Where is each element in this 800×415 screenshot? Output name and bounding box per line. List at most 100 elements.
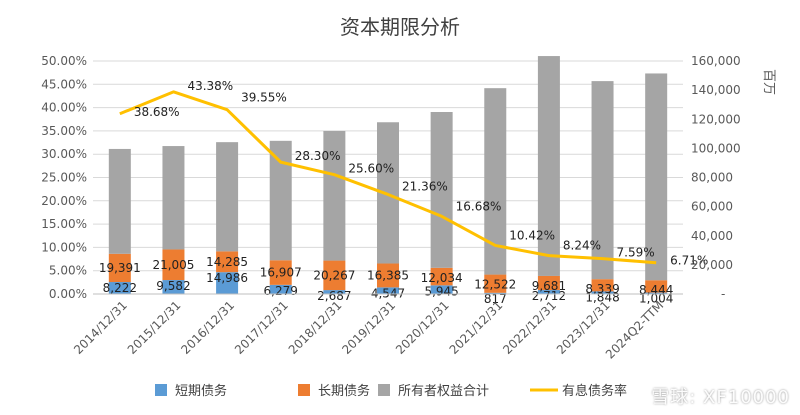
bar-short-term-debt [645,292,668,294]
bar-long-term-debt [591,279,614,292]
line-series [119,90,657,265]
long-term-debt-label: 19,391 [99,261,141,275]
long-term-debt-label: 9,681 [532,279,566,293]
y-right-tick-label: 80,000 [691,171,733,185]
bar-short-term-debt [430,285,453,294]
x-tick-label: 2021/12/31 [447,298,506,357]
y-right-tick-label: 20,000 [691,258,733,272]
short-term-debt-label: 817 [484,292,507,306]
x-tick-label: 2015/12/31 [125,298,184,357]
bar-short-term-debt [216,272,239,294]
x-tick-label: 2016/12/31 [178,298,237,357]
bar-total-equity [484,88,507,275]
bar-long-term-debt [377,263,399,288]
debt-ratio-label: 28.30% [295,149,341,163]
x-tick-label: 2014/12/31 [71,298,130,357]
bar-long-term-debt [269,260,292,285]
y-left-tick-label: 25.00% [41,171,87,185]
x-tick-label: 2022/12/31 [500,298,559,357]
bar-total-equity [645,73,668,281]
debt-ratio-line [119,90,657,265]
y-left-tick-label: 0.00% [49,287,87,301]
debt-ratio-label: 16.68% [456,199,502,213]
bar-total-equity [216,142,239,252]
bar-short-term-debt [162,280,185,294]
y-right-tick-label: 100,000 [691,141,741,155]
y-right-tick-label: - [721,287,725,301]
bar-short-term-debt [377,287,399,294]
long-term-debt-label: 8,339 [585,282,619,296]
legend-swatch [155,384,167,396]
y-left-tick-label: 15.00% [41,217,87,231]
bar-total-equity [108,148,131,254]
bar-long-term-debt [430,267,453,286]
bar-long-term-debt [537,275,560,291]
debt-ratio-label: 39.55% [241,91,287,105]
long-term-debt-label: 14,285 [206,255,248,269]
x-tick-label: 2024Q2-TTM [603,298,666,361]
y-right-tick-label: 140,000 [691,83,741,97]
legend-swatch [378,384,390,396]
legend-label: 长期债务 [318,383,370,399]
bar-total-equity [430,111,453,268]
debt-ratio-label: 43.38% [187,79,233,93]
long-term-debt-label: 21,005 [152,258,194,272]
x-tick-label: 2023/12/31 [554,298,613,357]
short-term-debt-label: 2,687 [317,289,351,303]
legend-label: 所有者权益合计 [398,383,489,399]
short-term-debt-label: 5,945 [424,284,458,298]
short-term-debt-label: 2,712 [532,289,566,303]
bar-long-term-debt [108,253,131,283]
long-term-debt-label: 12,522 [474,278,516,292]
bar-total-equity [537,56,560,276]
y-left-tick-label: 40.00% [41,101,87,115]
long-term-debt-label: 16,907 [260,266,302,280]
bar-long-term-debt [645,280,668,293]
long-term-debt-label: 16,385 [367,268,409,282]
bar-short-term-debt [484,292,507,294]
bars [108,56,668,294]
right-axis-unit: 百万 [761,69,776,95]
legend-swatch [298,384,310,396]
chart-title: 资本期限分析 [340,15,460,39]
y-left-tick-label: 45.00% [41,77,87,91]
y-right-tick-label: 120,000 [691,112,741,126]
data-labels: 8,222 19,391 9,582 21,005 14,986 14,285 6,279 1… [99,79,708,306]
debt-ratio-label: 8.24% [563,239,601,253]
long-term-debt-label: 20,267 [313,268,355,282]
bar-short-term-debt [591,291,614,294]
bar-short-term-debt [108,282,131,294]
short-term-debt-label: 14,986 [206,271,248,285]
bar-long-term-debt [484,274,507,293]
y-left-tick-label: 35.00% [41,124,87,138]
legend: 短期债务 长期债务 所有者权益合计 有息债务率 [155,383,627,399]
bar-long-term-debt [323,260,346,291]
y-right-tick-label: 60,000 [691,200,733,214]
bar-long-term-debt [216,251,239,273]
legend-label: 短期债务 [175,383,227,399]
legend-label: 有息债务率 [562,383,627,399]
x-tick-label: 2019/12/31 [339,298,398,357]
bar-total-equity [162,146,185,250]
short-term-debt-label: 9,582 [156,279,190,293]
debt-ratio-label: 6.71% [670,254,708,268]
short-term-debt-label: 6,279 [264,284,298,298]
bar-total-equity [591,81,614,280]
x-tick-label: 2018/12/31 [286,298,345,357]
y-left-tick-label: 5.00% [49,264,87,278]
debt-ratio-label: 25.60% [348,162,394,176]
short-term-debt-label: 1,004 [639,292,673,306]
short-term-debt-label: 8,222 [103,281,137,295]
x-tick-label: 2017/12/31 [232,298,291,357]
bar-short-term-debt [323,290,346,294]
short-term-debt-label: 4,547 [371,286,405,300]
y-left-tick-label: 10.00% [41,240,87,254]
bar-long-term-debt [162,249,185,281]
y-right-tick-label: 40,000 [691,229,733,243]
debt-ratio-label: 38.68% [134,105,180,119]
long-term-debt-label: 8,444 [639,283,673,297]
bar-total-equity [323,130,346,261]
bar-short-term-debt [269,284,292,294]
y-left-tick-label: 30.00% [41,147,87,161]
